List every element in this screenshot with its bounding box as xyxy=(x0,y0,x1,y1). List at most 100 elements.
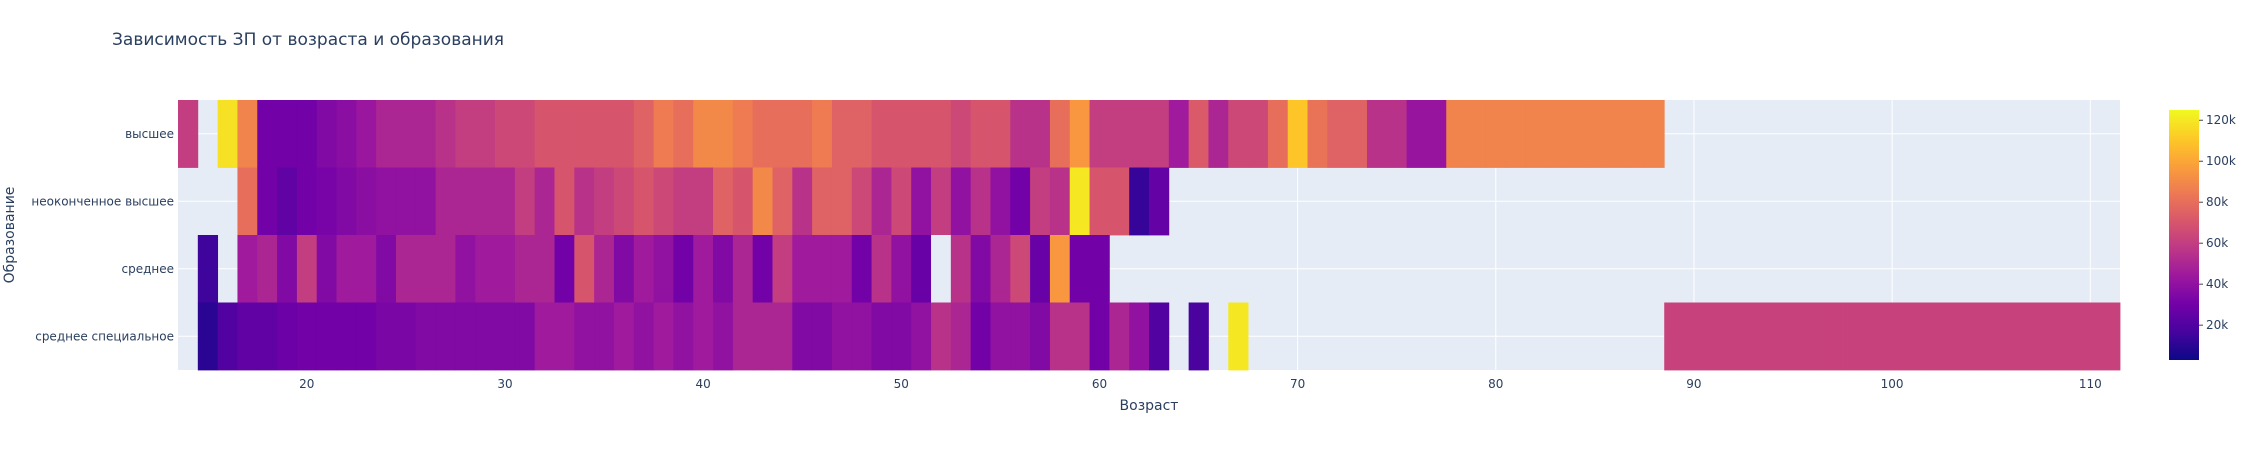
x-tick-label: 60 xyxy=(1092,377,1107,391)
heatmap-cell xyxy=(376,167,397,236)
heatmap-cell xyxy=(534,302,555,371)
heatmap-cell xyxy=(1703,302,1725,371)
heatmap-cell xyxy=(1069,100,1090,168)
heatmap-cell xyxy=(613,100,635,168)
heatmap-cell xyxy=(1030,100,1051,168)
heatmap-cell xyxy=(475,302,496,371)
heatmap-cell xyxy=(732,100,754,168)
x-tick-label: 70 xyxy=(1290,377,1305,391)
heatmap-cell xyxy=(316,167,337,236)
heatmap-cell xyxy=(1228,302,1249,371)
heatmap-cell xyxy=(613,167,635,236)
heatmap-cell xyxy=(1030,167,1051,236)
heatmap-cell xyxy=(1109,167,1130,236)
heatmap-cell xyxy=(1327,100,1348,168)
heatmap-cell xyxy=(1049,235,1071,303)
heatmap-cell xyxy=(693,302,714,371)
heatmap-cell xyxy=(1882,302,1903,371)
x-tick-label: 40 xyxy=(695,377,710,391)
heatmap-cell xyxy=(296,235,318,303)
heatmap-cell xyxy=(1049,302,1071,371)
y-axis-title: Образование xyxy=(2,187,18,284)
heatmap-cell xyxy=(1505,100,1526,168)
heatmap-cell xyxy=(1030,302,1051,371)
heatmap-cell xyxy=(376,302,397,371)
heatmap-cell xyxy=(1624,100,1645,168)
heatmap-cell xyxy=(812,235,833,303)
y-tick-label: среднее xyxy=(121,262,174,276)
heatmap-cell xyxy=(435,235,456,303)
heatmap-cell xyxy=(653,100,674,168)
heatmap-cell xyxy=(911,100,932,168)
heatmap-cell xyxy=(395,302,417,371)
heatmap-cell xyxy=(732,167,754,236)
heatmap-cell xyxy=(1248,100,1269,168)
heatmap-cell xyxy=(1010,100,1031,168)
x-tick-label: 50 xyxy=(894,377,909,391)
heatmap-cell xyxy=(772,235,793,303)
heatmap-cell xyxy=(1069,302,1090,371)
heatmap-cell xyxy=(554,100,575,168)
heatmap-cell xyxy=(415,167,437,236)
heatmap-cell xyxy=(1010,235,1031,303)
heatmap-cell xyxy=(2100,302,2121,371)
heatmap-cell xyxy=(514,302,536,371)
heatmap-cell xyxy=(970,167,991,236)
heatmap-cell xyxy=(534,235,555,303)
heatmap-cell xyxy=(812,100,833,168)
heatmap-cell xyxy=(891,167,912,236)
heatmap-cell xyxy=(1584,100,1606,168)
heatmap-cell xyxy=(1426,100,1447,168)
colorbar-tick-label: 60k xyxy=(2206,236,2228,250)
heatmap-cell xyxy=(1723,302,1744,371)
heatmap-cell xyxy=(891,235,912,303)
heatmap-cell xyxy=(336,235,357,303)
heatmap-cell xyxy=(534,100,555,168)
x-tick-label: 30 xyxy=(497,377,512,391)
heatmap-cell xyxy=(574,235,595,303)
heatmap-cell xyxy=(931,100,952,168)
x-tick-label: 80 xyxy=(1488,377,1503,391)
heatmap-cell xyxy=(495,100,516,168)
heatmap-cell xyxy=(1149,167,1170,236)
heatmap-cell xyxy=(1644,100,1665,168)
heatmap-cell xyxy=(891,302,912,371)
heatmap-cell xyxy=(990,235,1011,303)
y-tick-label: среднее специальное xyxy=(35,329,174,343)
heatmap-cell xyxy=(574,100,595,168)
heatmap-cell xyxy=(633,302,654,371)
heatmap-cell xyxy=(455,302,476,371)
heatmap-cell xyxy=(1842,302,1863,371)
heatmap-cell xyxy=(792,302,813,371)
heatmap-cell xyxy=(178,100,199,168)
heatmap-cell xyxy=(356,167,377,236)
heatmap-cell xyxy=(356,100,377,168)
heatmap-cell xyxy=(1188,302,1209,371)
heatmap-cell xyxy=(1208,100,1229,168)
heatmap-cell xyxy=(970,235,991,303)
heatmap-cell xyxy=(554,235,575,303)
colorbar-tick-label: 20k xyxy=(2206,318,2228,332)
heatmap-cell xyxy=(277,235,298,303)
heatmap-cell xyxy=(237,167,258,236)
heatmap-cell xyxy=(1743,302,1764,371)
y-axis-ticks: высшее неоконченное высшее среднее среднее … xyxy=(31,127,174,344)
heatmap-cell xyxy=(693,167,714,236)
heatmap-cell xyxy=(435,167,456,236)
heatmap-cell xyxy=(732,235,754,303)
heatmap-cell xyxy=(653,302,674,371)
heatmap-cell xyxy=(1129,302,1150,371)
heatmap-cell xyxy=(257,167,278,236)
heatmap-cell xyxy=(673,167,694,236)
heatmap-cell xyxy=(475,235,496,303)
heatmap-cell xyxy=(732,302,754,371)
heatmap-cell xyxy=(316,235,337,303)
heatmap-cell xyxy=(693,100,714,168)
heatmap-cell xyxy=(554,302,575,371)
heatmap-cell xyxy=(1902,302,1923,371)
heatmap-cell xyxy=(277,167,298,236)
heatmap-cell xyxy=(594,100,615,168)
heatmap-cell xyxy=(1386,100,1408,168)
heatmap-cell xyxy=(415,302,437,371)
heatmap-cell xyxy=(1941,302,1962,371)
